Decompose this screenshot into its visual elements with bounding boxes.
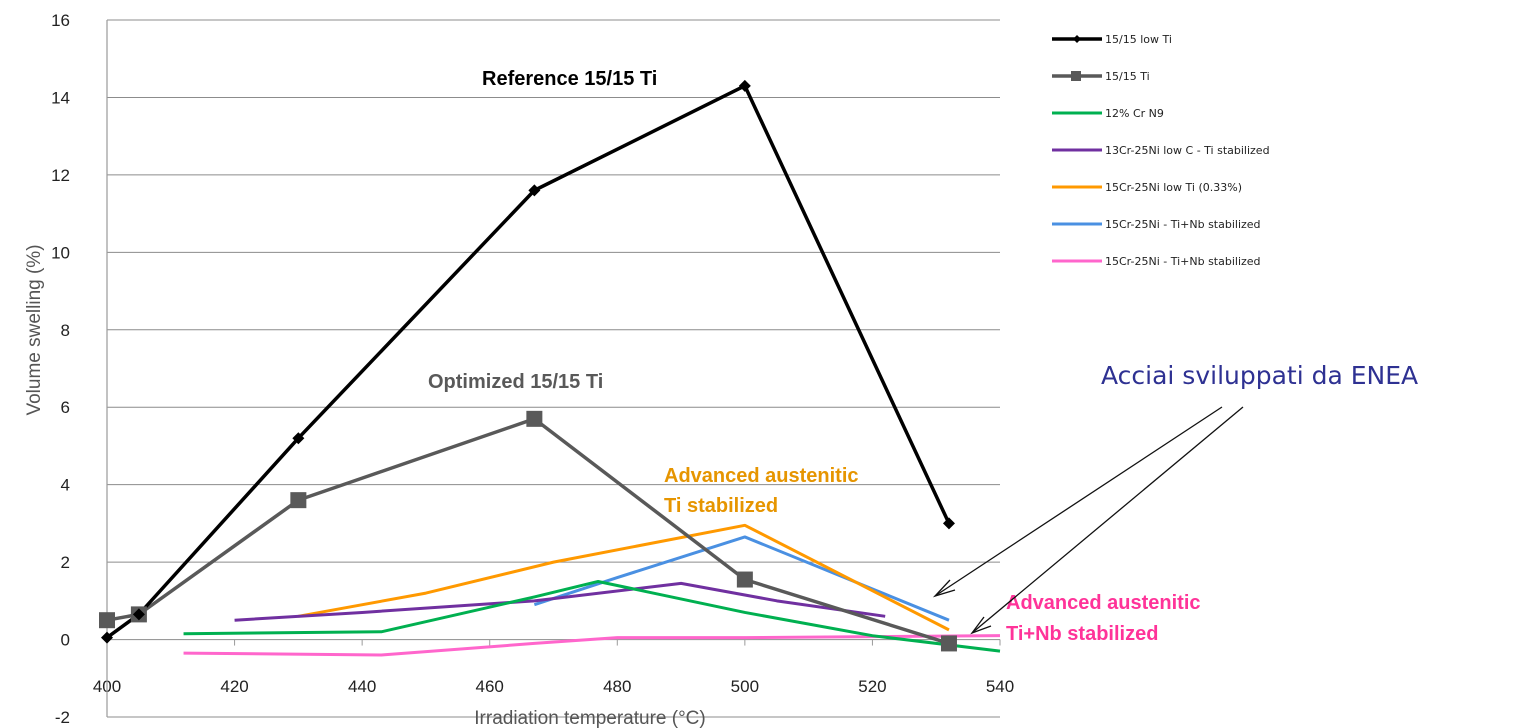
legend-marker [1073, 35, 1081, 43]
legend-label: 15/15 low Ti [1105, 33, 1172, 46]
legend-label: 15Cr-25Ni low Ti (0.33%) [1105, 181, 1242, 194]
x-tick-label: 540 [986, 677, 1014, 696]
y-tick-label: 14 [51, 88, 70, 107]
x-tick-label: 440 [348, 677, 376, 696]
y-tick-label: 8 [61, 321, 70, 340]
legend-label: 15/15 Ti [1105, 70, 1150, 83]
y-tick-label: 4 [61, 476, 70, 495]
series-line-0 [105, 84, 951, 640]
callout-arrowhead-2 [970, 616, 992, 635]
data-point [99, 612, 115, 629]
series-line-3 [234, 581, 886, 622]
data-point [526, 410, 543, 427]
series-line-1 [106, 417, 950, 646]
series-line-2 [183, 579, 1001, 653]
callout-arrowhead-1 [932, 579, 956, 598]
y-tick-label: 6 [61, 398, 70, 417]
series-line-4 [298, 523, 950, 632]
data-point [738, 79, 751, 92]
annotation-advanced-tinb-line2: Ti+Nb stabilized [1006, 623, 1158, 645]
legend-marker [1071, 71, 1081, 81]
x-tick-label: 500 [731, 677, 759, 696]
legend-label: 12% Cr N9 [1105, 107, 1164, 120]
x-tick-label: 520 [858, 677, 886, 696]
y-tick-labels: -2 0 2 4 6 8 10 12 14 16 [51, 11, 70, 727]
legend-label: 15Cr-25Ni - Ti+Nb stabilized [1105, 218, 1261, 231]
data-point [290, 492, 307, 509]
annotation-reference: Reference 15/15 Ti [482, 68, 657, 90]
annotation-advanced-ti-line2: Ti stabilized [664, 495, 778, 517]
legend-label: 15Cr-25Ni - Ti+Nb stabilized [1105, 255, 1261, 268]
data-point [132, 608, 145, 621]
y-tick-label: 2 [61, 553, 70, 572]
callout-arrow-1 [934, 406, 1223, 597]
data-point [528, 184, 541, 197]
callout-arrow-2 [971, 406, 1244, 634]
series-markers [99, 79, 957, 652]
x-tick-labels: 400 420 440 460 480 500 520 540 [93, 639, 1014, 696]
data-point [736, 571, 753, 588]
data-point [101, 631, 113, 644]
data-point [942, 517, 955, 530]
annotation-advanced-tinb-line1: Advanced austenitic [1006, 592, 1201, 614]
x-tick-label: 460 [476, 677, 504, 696]
annotation-advanced-ti-line1: Advanced austenitic [664, 465, 859, 487]
y-tick-label: -2 [55, 708, 70, 727]
x-tick-label: 420 [220, 677, 248, 696]
legend-label: 13Cr-25Ni low C - Ti stabilized [1105, 144, 1270, 157]
y-tick-label: 10 [51, 243, 70, 262]
data-point [940, 635, 957, 652]
x-axis-label: Irradiation temperature (°C) [474, 708, 705, 728]
y-axis-label: Volume swelling (%) [24, 244, 45, 415]
series-line-6 [183, 634, 1001, 657]
callout-enea: Acciai sviluppati da ENEA [1101, 361, 1418, 390]
data-point [292, 432, 305, 445]
x-tick-label: 480 [603, 677, 631, 696]
y-tick-label: 16 [51, 11, 70, 30]
y-tick-label: 12 [51, 166, 70, 185]
annotation-optimized: Optimized 15/15 Ti [428, 371, 603, 393]
legend: 15/15 low Ti 15/15 Ti 12% Cr N9 13Cr-25Ni l… [1052, 33, 1270, 268]
y-tick-label: 0 [61, 631, 70, 650]
